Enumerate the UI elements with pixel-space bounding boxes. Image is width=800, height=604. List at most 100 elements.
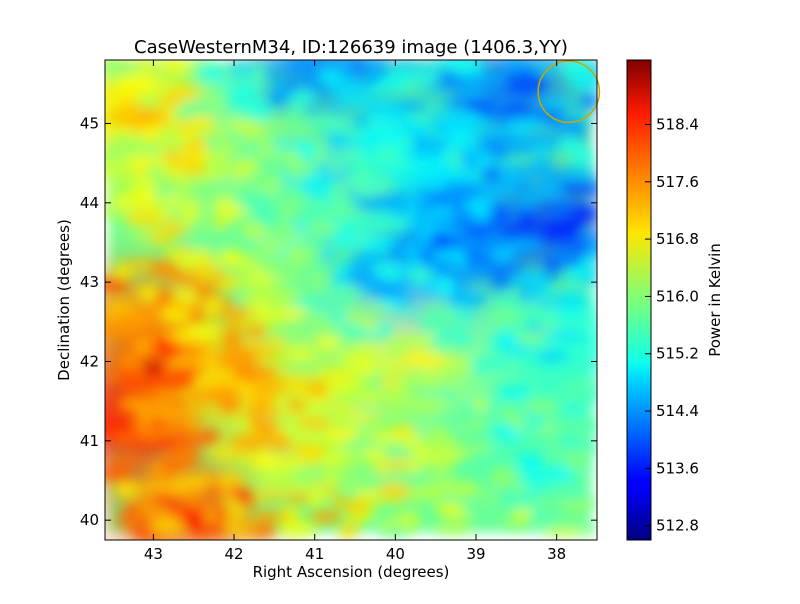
- heatmap-texture: [164, 248, 188, 259]
- heatmap-texture: [351, 305, 395, 315]
- heatmap-texture: [182, 322, 223, 340]
- heatmap-texture: [499, 238, 544, 253]
- heatmap-texture: [164, 347, 206, 356]
- heatmap-texture: [442, 60, 484, 75]
- heatmap-texture: [467, 223, 491, 240]
- heatmap-texture: [520, 185, 556, 201]
- heatmap-texture: [151, 370, 195, 389]
- y-tick-label-44: 44: [80, 194, 99, 212]
- heatmap-texture: [319, 454, 354, 463]
- annotation-circle: [537, 60, 601, 124]
- heatmap-texture: [440, 310, 460, 323]
- heatmap-texture: [253, 241, 293, 251]
- x-tick-label-43: 43: [144, 545, 163, 563]
- heatmap-texture: [484, 356, 510, 369]
- heatmap-texture: [293, 465, 328, 484]
- heatmap-texture: [110, 455, 144, 466]
- heatmap-texture: [517, 288, 535, 303]
- heatmap-texture: [296, 417, 334, 429]
- heatmap-texture: [437, 413, 477, 426]
- heatmap-texture: [383, 387, 404, 405]
- heatmap-texture: [449, 211, 467, 221]
- heatmap-texture: [332, 495, 351, 509]
- heatmap-texture: [287, 245, 308, 264]
- heatmap-texture: [137, 502, 169, 520]
- heatmap-texture: [577, 92, 597, 110]
- heatmap-texture: [504, 491, 537, 509]
- heatmap-texture: [451, 185, 485, 200]
- heatmap-texture: [298, 445, 323, 465]
- heatmap-texture: [578, 381, 597, 391]
- heatmap-texture: [356, 237, 400, 251]
- heatmap-texture: [363, 126, 404, 145]
- heatmap-texture: [569, 205, 597, 222]
- heatmap-texture: [113, 265, 132, 279]
- heatmap-texture: [504, 65, 523, 77]
- heatmap-texture: [304, 112, 349, 132]
- y-axis-label: Declination (degrees): [55, 219, 73, 381]
- heatmap-texture: [227, 64, 257, 77]
- heatmap-texture: [167, 432, 202, 443]
- heatmap-texture: [431, 330, 474, 351]
- heatmap-texture: [136, 95, 163, 109]
- heatmap-texture: [146, 464, 163, 475]
- heatmap-texture: [422, 439, 451, 455]
- heatmap-texture: [234, 157, 257, 177]
- heatmap-texture: [112, 115, 152, 125]
- heatmap-texture: [383, 455, 411, 471]
- heatmap-texture: [472, 396, 489, 413]
- heatmap-texture: [490, 467, 517, 485]
- heatmap-texture: [105, 464, 133, 483]
- heatmap-texture: [139, 60, 157, 75]
- heatmap-texture: [124, 209, 166, 228]
- heatmap-texture: [472, 213, 494, 222]
- heatmap-texture: [134, 478, 178, 495]
- heatmap-texture: [231, 189, 274, 208]
- heatmap-texture: [217, 401, 242, 414]
- heatmap-texture: [156, 436, 177, 446]
- heatmap-texture: [332, 95, 373, 106]
- heatmap-texture: [514, 453, 544, 466]
- colorbar-tick-label-512.8: 512.8: [656, 517, 699, 535]
- heatmap-texture: [395, 511, 421, 526]
- heatmap-texture: [484, 234, 506, 252]
- heatmap-texture: [448, 98, 466, 109]
- heatmap-texture: [338, 522, 357, 540]
- heatmap-texture: [278, 505, 301, 526]
- heatmap-texture: [214, 177, 245, 188]
- heatmap-texture: [145, 165, 165, 180]
- x-tick-label-42: 42: [225, 545, 244, 563]
- heatmap-texture: [117, 74, 161, 94]
- heatmap-texture: [477, 72, 506, 86]
- heatmap-texture: [149, 516, 187, 536]
- heatmap: [105, 60, 597, 540]
- heatmap-texture: [501, 345, 536, 355]
- heatmap-texture: [243, 288, 286, 306]
- heatmap-texture: [351, 421, 369, 431]
- heatmap-texture: [560, 310, 593, 323]
- heatmap-texture: [285, 425, 323, 438]
- heatmap-texture: [302, 189, 330, 198]
- heatmap-texture: [290, 298, 332, 309]
- heatmap-texture: [280, 351, 319, 361]
- heatmap-texture: [335, 230, 357, 248]
- heatmap-texture: [478, 156, 497, 166]
- heatmap-texture: [172, 475, 216, 487]
- heatmap-texture: [460, 504, 497, 515]
- heatmap-texture: [309, 316, 334, 333]
- y-axis: 40 41 42 43 44 45: [80, 114, 597, 529]
- heatmap-texture: [268, 88, 295, 98]
- heatmap-texture: [241, 519, 260, 533]
- heatmap-texture: [567, 265, 592, 276]
- heatmap-texture: [363, 178, 382, 188]
- heatmap-texture: [284, 376, 311, 392]
- heatmap-texture: [279, 521, 317, 537]
- heatmap-texture: [526, 479, 548, 499]
- heatmap-texture: [447, 131, 469, 142]
- y-tick-label-41: 41: [80, 432, 99, 450]
- heatmap-texture: [287, 493, 311, 503]
- heatmap-texture: [216, 347, 259, 368]
- heatmap-texture: [105, 89, 135, 103]
- heatmap-texture: [198, 64, 225, 83]
- heatmap-texture: [541, 173, 573, 183]
